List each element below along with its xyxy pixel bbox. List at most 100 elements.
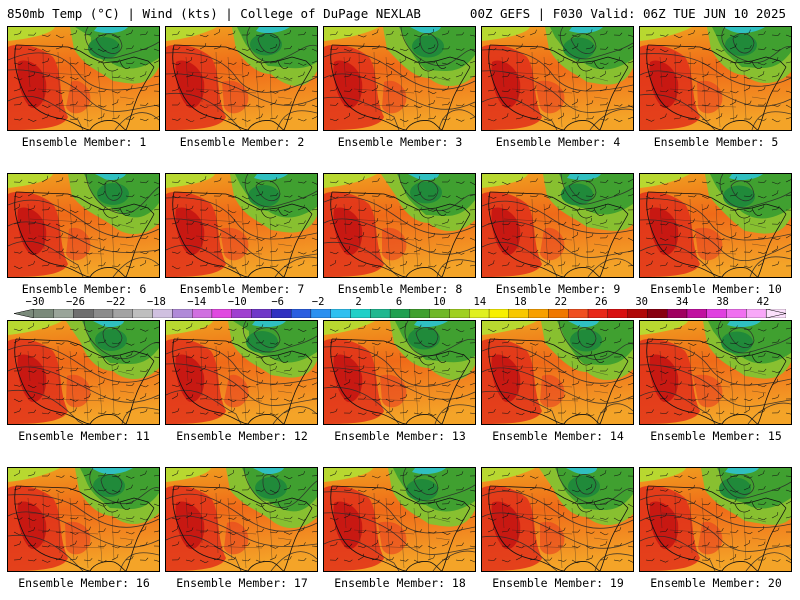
colorbar-swatch xyxy=(389,309,411,318)
ensemble-member-label: Ensemble Member: 9 xyxy=(495,282,621,296)
ensemble-member-label: Ensemble Member: 20 xyxy=(650,576,782,590)
colorbar-swatch xyxy=(93,309,114,318)
temperature-map xyxy=(166,321,317,424)
colorbar-tick-label: −6 xyxy=(271,296,284,308)
ensemble-member-label: Ensemble Member: 16 xyxy=(18,576,150,590)
temperature-map xyxy=(324,174,475,277)
colorbar-tick-label: 18 xyxy=(514,296,527,308)
ensemble-member-label: Ensemble Member: 15 xyxy=(650,429,782,443)
colorbar-tick-label: 26 xyxy=(594,296,608,308)
ensemble-map-panel xyxy=(323,320,476,425)
ensemble-member-label: Ensemble Member: 5 xyxy=(653,135,779,149)
colorbar-tick-label: −26 xyxy=(65,296,85,308)
header-bar: 850mb Temp (°C) | Wind (kts) | College o… xyxy=(0,0,800,24)
temperature-map xyxy=(8,321,159,424)
ensemble-map-panel xyxy=(481,173,634,278)
colorbar-swatch xyxy=(508,309,529,318)
ensemble-map-panel xyxy=(323,26,476,131)
ensemble-member-label: Ensemble Member: 3 xyxy=(337,135,463,149)
temperature-map xyxy=(8,27,159,130)
colorbar-tick-label: 38 xyxy=(716,296,729,308)
ensemble-member-label: Ensemble Member: 13 xyxy=(334,429,466,443)
temperature-map xyxy=(166,27,317,130)
colorbar-swatch xyxy=(370,309,391,318)
ensemble-map-panel xyxy=(7,26,160,131)
temperature-map xyxy=(324,468,475,571)
ensemble-member-label: Ensemble Member: 12 xyxy=(176,429,308,443)
ensemble-member-label: Ensemble Member: 8 xyxy=(337,282,463,296)
colorbar-tick-label: 10 xyxy=(433,296,446,308)
temperature-map xyxy=(482,468,633,571)
ensemble-map-panel xyxy=(165,320,318,425)
ensemble-member-label: Ensemble Member: 17 xyxy=(176,576,308,590)
temperature-map xyxy=(166,468,317,571)
colorbar-swatch xyxy=(310,309,331,318)
colorbar-swatch xyxy=(409,309,430,318)
colorbar-swatch xyxy=(726,309,747,318)
colorbar-tick-label: −18 xyxy=(146,296,166,308)
ensemble-map-panel xyxy=(7,467,160,572)
colorbar-tick-label: 30 xyxy=(635,296,648,308)
ensemble-member-label: Ensemble Member: 2 xyxy=(179,135,305,149)
ensemble-map-panel xyxy=(481,26,634,131)
colorbar-swatch xyxy=(290,309,312,318)
ensemble-map-panel xyxy=(7,320,160,425)
colorbar-swatch xyxy=(172,309,193,318)
colorbar-swatch xyxy=(271,309,292,318)
colorbar-swatch xyxy=(449,309,470,318)
colorbar-swatch xyxy=(251,309,272,318)
temperature-map xyxy=(8,174,159,277)
ensemble-member-label: Ensemble Member: 19 xyxy=(492,576,624,590)
colorbar-tick-label: 22 xyxy=(554,296,568,308)
colorbar-swatch xyxy=(192,309,213,318)
colorbar-tick-label: 42 xyxy=(756,296,770,308)
colorbar-min-arrow xyxy=(14,309,35,318)
colorbar-tick-label: 34 xyxy=(675,296,689,308)
temperature-map xyxy=(8,468,159,571)
temperature-map xyxy=(482,174,633,277)
colorbar-swatch xyxy=(706,309,727,318)
colorbar-swatch xyxy=(33,309,54,318)
colorbar-tick-label: −30 xyxy=(25,296,45,308)
colorbar-tick-label: 2 xyxy=(355,296,362,308)
ensemble-member-label: Ensemble Member: 11 xyxy=(18,429,150,443)
colorbar-tick-label: 6 xyxy=(395,296,403,308)
colorbar-swatch xyxy=(528,309,549,318)
colorbar-swatch xyxy=(548,309,569,318)
colorbar-max-arrow xyxy=(765,309,786,318)
colorbar-swatch xyxy=(350,309,371,318)
ensemble-member-label: Ensemble Member: 14 xyxy=(492,429,624,443)
colorbar-swatches xyxy=(14,309,786,318)
colorbar-swatch xyxy=(568,309,589,318)
ensemble-member-label: Ensemble Member: 7 xyxy=(179,282,305,296)
colorbar-swatch xyxy=(746,309,767,318)
colorbar-swatch xyxy=(330,309,351,318)
product-title: 850mb Temp (°C) | Wind (kts) | College o… xyxy=(7,6,421,21)
temperature-map xyxy=(324,321,475,424)
temperature-map xyxy=(324,27,475,130)
colorbar-tick-label: 14 xyxy=(473,296,487,308)
ensemble-map-panel xyxy=(323,467,476,572)
ensemble-map-panel xyxy=(165,173,318,278)
colorbar-swatch xyxy=(112,309,133,318)
ensemble-map-panel xyxy=(7,173,160,278)
ensemble-map-panel xyxy=(639,320,792,425)
colorbar-swatch xyxy=(429,309,450,318)
colorbar-swatch xyxy=(132,309,153,318)
colorbar-swatch xyxy=(211,309,232,318)
colorbar-tick-label: −10 xyxy=(227,296,247,308)
colorbar-tick-label: −14 xyxy=(187,296,207,308)
ensemble-map-panel xyxy=(323,173,476,278)
temperature-map xyxy=(640,174,791,277)
colorbar-swatch xyxy=(488,309,510,318)
colorbar-swatch xyxy=(627,309,648,318)
ensemble-map-panel xyxy=(165,26,318,131)
ensemble-member-label: Ensemble Member: 18 xyxy=(334,576,466,590)
ensemble-map-panel xyxy=(639,173,792,278)
colorbar-swatch xyxy=(647,309,668,318)
colorbar-swatch xyxy=(686,309,707,318)
ensemble-member-label: Ensemble Member: 1 xyxy=(21,135,147,149)
temperature-colorbar: −30 −26 −22 −18 −14 −10 −6 −2 2 6 10 14 18 22 26 30 34 38… xyxy=(0,296,800,320)
ensemble-map-panel xyxy=(165,467,318,572)
